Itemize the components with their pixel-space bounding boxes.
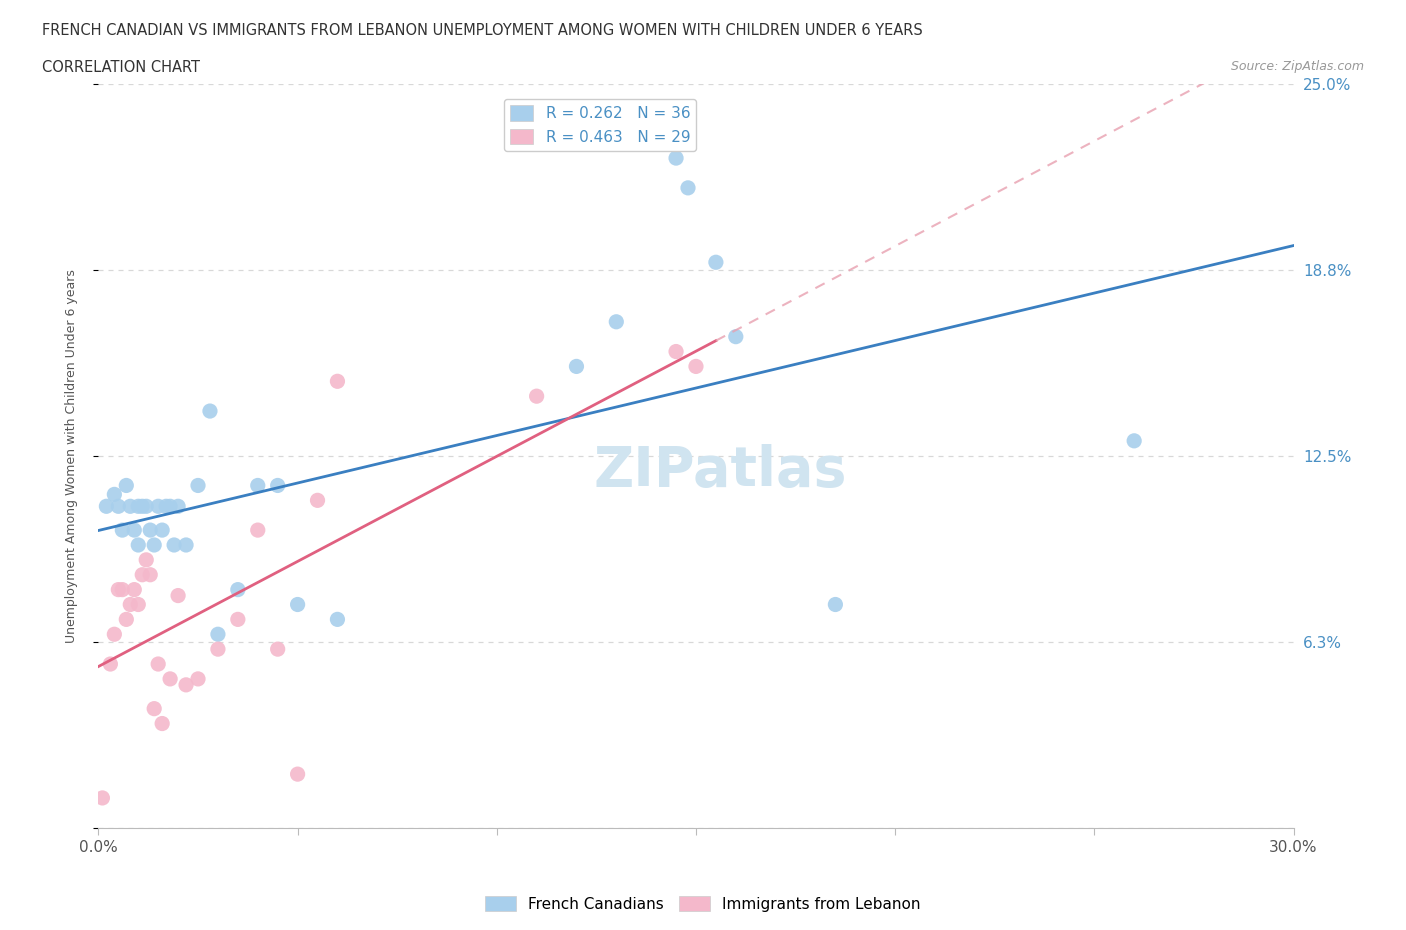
Point [120, 597, 142, 612]
Point [127, 597, 149, 612]
Point [107, 582, 129, 597]
Point [207, 627, 229, 642]
Point [124, 582, 146, 597]
Point [100, 657, 122, 671]
Point [174, 538, 197, 552]
Point [307, 493, 329, 508]
Point [131, 498, 153, 513]
Point [124, 523, 146, 538]
Point [127, 498, 149, 513]
Point [115, 612, 138, 627]
Point [103, 487, 125, 502]
Point [685, 359, 707, 374]
Point [91, 790, 114, 805]
Point [187, 478, 209, 493]
Point [131, 567, 153, 582]
Point [226, 612, 249, 627]
Point [267, 478, 290, 493]
Point [135, 552, 157, 567]
Point [143, 538, 166, 552]
Point [565, 359, 588, 374]
Point [135, 498, 157, 513]
Point [103, 627, 125, 642]
Point [120, 498, 142, 513]
Point [107, 498, 129, 513]
Text: ZIPatlas: ZIPatlas [593, 444, 846, 498]
Point [326, 612, 349, 627]
Point [665, 344, 688, 359]
Point [127, 538, 149, 552]
Point [326, 374, 349, 389]
Point [148, 498, 170, 513]
Point [174, 677, 197, 692]
Legend: French Canadians, Immigrants from Lebanon: French Canadians, Immigrants from Lebano… [479, 889, 927, 918]
Point [207, 642, 229, 657]
Point [267, 642, 290, 657]
Point [526, 389, 548, 404]
Point [139, 523, 162, 538]
Point [187, 671, 209, 686]
Point [111, 523, 134, 538]
Point [287, 597, 309, 612]
Point [246, 478, 269, 493]
Point [150, 523, 173, 538]
Point [139, 567, 162, 582]
Point [159, 671, 181, 686]
Point [163, 538, 186, 552]
Point [226, 582, 249, 597]
Text: Source: ZipAtlas.com: Source: ZipAtlas.com [1230, 60, 1364, 73]
Text: FRENCH CANADIAN VS IMMIGRANTS FROM LEBANON UNEMPLOYMENT AMONG WOMEN WITH CHILDRE: FRENCH CANADIAN VS IMMIGRANTS FROM LEBAN… [42, 23, 922, 38]
Point [676, 180, 699, 195]
Point [287, 766, 309, 781]
Point [148, 657, 170, 671]
Point [198, 404, 221, 418]
Point [724, 329, 747, 344]
Point [704, 255, 727, 270]
Point [96, 498, 118, 513]
Point [167, 588, 190, 603]
Point [605, 314, 627, 329]
Point [155, 498, 177, 513]
Point [1123, 433, 1146, 448]
Point [824, 597, 846, 612]
Text: CORRELATION CHART: CORRELATION CHART [42, 60, 200, 75]
Point [143, 701, 166, 716]
Legend: R = 0.262   N = 36, R = 0.463   N = 29: R = 0.262 N = 36, R = 0.463 N = 29 [505, 99, 696, 151]
Point [246, 523, 269, 538]
Point [115, 478, 138, 493]
Point [167, 498, 190, 513]
Point [159, 498, 181, 513]
Point [665, 151, 688, 166]
Y-axis label: Unemployment Among Women with Children Under 6 years: Unemployment Among Women with Children U… [65, 269, 77, 643]
Point [111, 582, 134, 597]
Point [150, 716, 173, 731]
